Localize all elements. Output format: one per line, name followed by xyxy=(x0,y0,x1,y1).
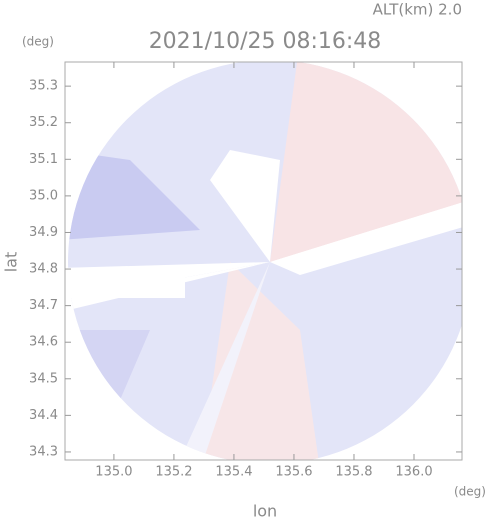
y-tick-label: 34.8 xyxy=(29,262,58,277)
y-tick-label: 34.3 xyxy=(29,444,58,459)
y-tick-label: 34.5 xyxy=(29,371,58,386)
y-tick-label: 34.4 xyxy=(29,408,58,423)
x-unit: (deg) xyxy=(454,485,486,499)
y-unit: (deg) xyxy=(22,35,54,49)
altitude-label: ALT(km) 2.0 xyxy=(373,1,462,19)
x-tick-label: 135.6 xyxy=(275,465,312,480)
y-tick-label: 35.1 xyxy=(29,152,58,167)
x-tick-label: 135.4 xyxy=(215,465,252,480)
y-tick-label: 34.6 xyxy=(29,335,58,350)
y-tick-label: 35.0 xyxy=(29,188,58,203)
y-axis-label: lat xyxy=(2,252,21,273)
chart-title: 2021/10/25 08:16:48 xyxy=(149,29,382,54)
radar-field xyxy=(65,62,462,460)
plot-frame xyxy=(64,61,463,461)
y-tick-label: 34.9 xyxy=(29,225,58,240)
x-tick-label: 135.8 xyxy=(335,465,372,480)
y-tick-label: 35.3 xyxy=(29,79,58,94)
x-tick-label: 135.2 xyxy=(155,465,192,480)
y-tick-label: 35.2 xyxy=(29,115,58,130)
x-axis-label: lon xyxy=(253,502,277,521)
x-tick-label: 135.0 xyxy=(95,465,132,480)
y-tick-label: 34.7 xyxy=(29,298,58,313)
x-tick-label: 136.0 xyxy=(395,465,432,480)
